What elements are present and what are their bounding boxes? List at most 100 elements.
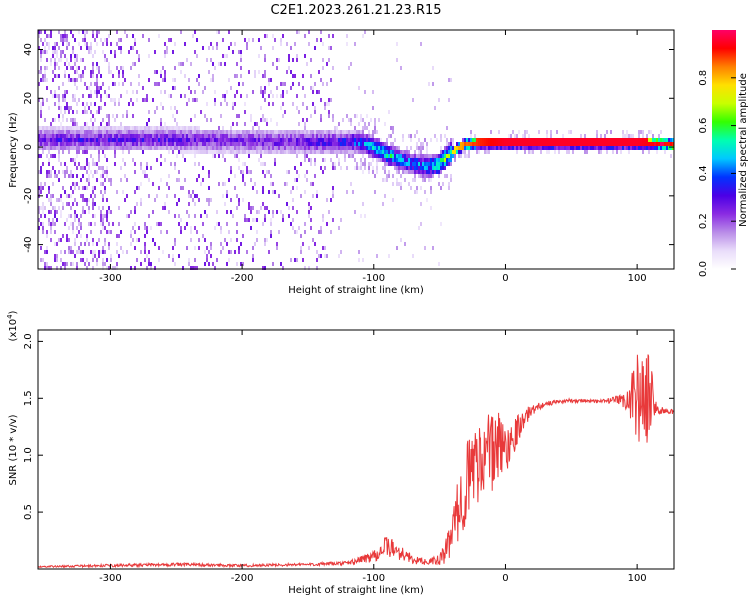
spectrogram-cell <box>436 170 438 174</box>
spectrogram-cell <box>52 134 54 138</box>
spectrogram-cell <box>322 146 324 150</box>
spectrogram-cell <box>638 134 640 138</box>
spectrogram-cell <box>620 138 622 142</box>
spectrogram-cell <box>58 178 60 182</box>
spectrogram-cell <box>54 102 56 106</box>
spectrogram-cell <box>662 142 664 146</box>
spectrogram-cell <box>196 194 198 198</box>
spectrogram-cell <box>350 138 352 142</box>
spectrogram-cell <box>66 234 68 238</box>
spectrogram-cell <box>372 150 374 154</box>
spectrogram-cell <box>92 62 94 66</box>
spectrogram-cell <box>302 74 304 78</box>
spectrogram-cell <box>70 146 72 150</box>
spectrogram-cell <box>162 138 164 142</box>
spectrogram-cell <box>202 90 204 94</box>
spectrogram-cell <box>154 82 156 86</box>
spectrogram-cell <box>552 142 554 146</box>
spectrogram-cell <box>318 90 320 94</box>
spectrogram-cell <box>178 142 180 146</box>
spectrogram-cell <box>74 138 76 142</box>
spectrogram-cell <box>144 222 146 226</box>
spectrogram-cell <box>510 138 512 142</box>
spectrogram-cell <box>254 70 256 74</box>
spectrogram-cell <box>100 38 102 42</box>
spectrogram-cell <box>116 42 118 46</box>
spectrogram-cell <box>292 74 294 78</box>
spectrogram-cell <box>96 42 98 46</box>
spectrogram-cell <box>398 166 400 170</box>
spectrogram-cell <box>74 82 76 86</box>
spectrogram-cell <box>352 142 354 146</box>
spectrogram-cell <box>366 114 368 118</box>
spectrogram-cell <box>438 162 440 166</box>
spectrogram-cell <box>60 38 62 42</box>
spectrogram-cell <box>136 238 138 242</box>
spectrogram-cell <box>404 166 406 170</box>
spectrogram-cell <box>72 202 74 206</box>
spectrogram-cell <box>78 146 80 150</box>
spectrogram-cell <box>60 34 62 38</box>
spectrogram-cell <box>232 106 234 110</box>
spectrogram-cell <box>110 146 112 150</box>
spectrogram-cell <box>216 138 218 142</box>
spectrogram-cell <box>120 46 122 50</box>
spectrogram-cell <box>370 146 372 150</box>
spectrogram-cell <box>290 146 292 150</box>
spectrogram-cell <box>52 50 54 54</box>
spectrogram-cell <box>596 134 598 138</box>
spectrogram-cell <box>472 142 474 146</box>
spectrogram-cell <box>254 74 256 78</box>
spectrogram-frame <box>37 29 675 270</box>
spectrogram-cell <box>132 46 134 50</box>
spectrogram-cell <box>92 266 94 270</box>
spectrogram-cell <box>286 130 288 134</box>
spectrogram-cell <box>154 242 156 246</box>
spectrogram-cell <box>136 98 138 102</box>
spectrogram-cell <box>410 134 412 138</box>
spectrogram-cell <box>638 142 640 146</box>
spectrogram-cell <box>48 222 50 226</box>
spectrogram-cell <box>578 146 580 150</box>
spectrogram-cell <box>244 182 246 186</box>
spectrogram-cell <box>74 70 76 74</box>
spectrogram-cell <box>174 86 176 90</box>
spectrogram-cell <box>282 102 284 106</box>
spectrogram-cell <box>176 126 178 130</box>
spectrogram-cell <box>210 198 212 202</box>
spectrogram-cell <box>254 122 256 126</box>
spectrogram-cell <box>316 146 318 150</box>
spectrogram-cell <box>320 98 322 102</box>
spectrogram-cell <box>252 134 254 138</box>
spectrogram-cell <box>244 134 246 138</box>
spectrogram-cell <box>208 70 210 74</box>
spectrogram-cell <box>98 206 100 210</box>
spectrogram-cell <box>94 50 96 54</box>
spectrogram-cell <box>134 130 136 134</box>
spectrogram-cell <box>314 158 316 162</box>
spectrogram-cell <box>266 130 268 134</box>
spectrogram-cell <box>38 126 40 130</box>
spectrogram-cell <box>534 138 536 142</box>
spectrogram-cell <box>362 130 364 134</box>
spectrogram-cell <box>528 134 530 138</box>
spectrogram-cell <box>220 250 222 254</box>
spectrogram-cell <box>320 254 322 258</box>
spectrogram-cell <box>298 122 300 126</box>
spectrogram-cell <box>174 142 176 146</box>
spectrogram-cell <box>110 258 112 262</box>
spectrogram-cell <box>240 134 242 138</box>
spectrogram-cell <box>334 138 336 142</box>
spectrogram-cell <box>122 138 124 142</box>
spectrogram-cell <box>46 98 48 102</box>
spectrogram-cell <box>200 150 202 154</box>
spectrogram-cell <box>152 134 154 138</box>
spectrogram-cell <box>232 122 234 126</box>
spectrogram-cell <box>40 38 42 42</box>
spectrogram-cell <box>112 142 114 146</box>
spectrogram-cell <box>408 162 410 166</box>
spectrogram-cell <box>240 94 242 98</box>
spectrogram-cell <box>196 146 198 150</box>
spectrogram-cell <box>280 130 282 134</box>
spectrogram-cell <box>332 130 334 134</box>
